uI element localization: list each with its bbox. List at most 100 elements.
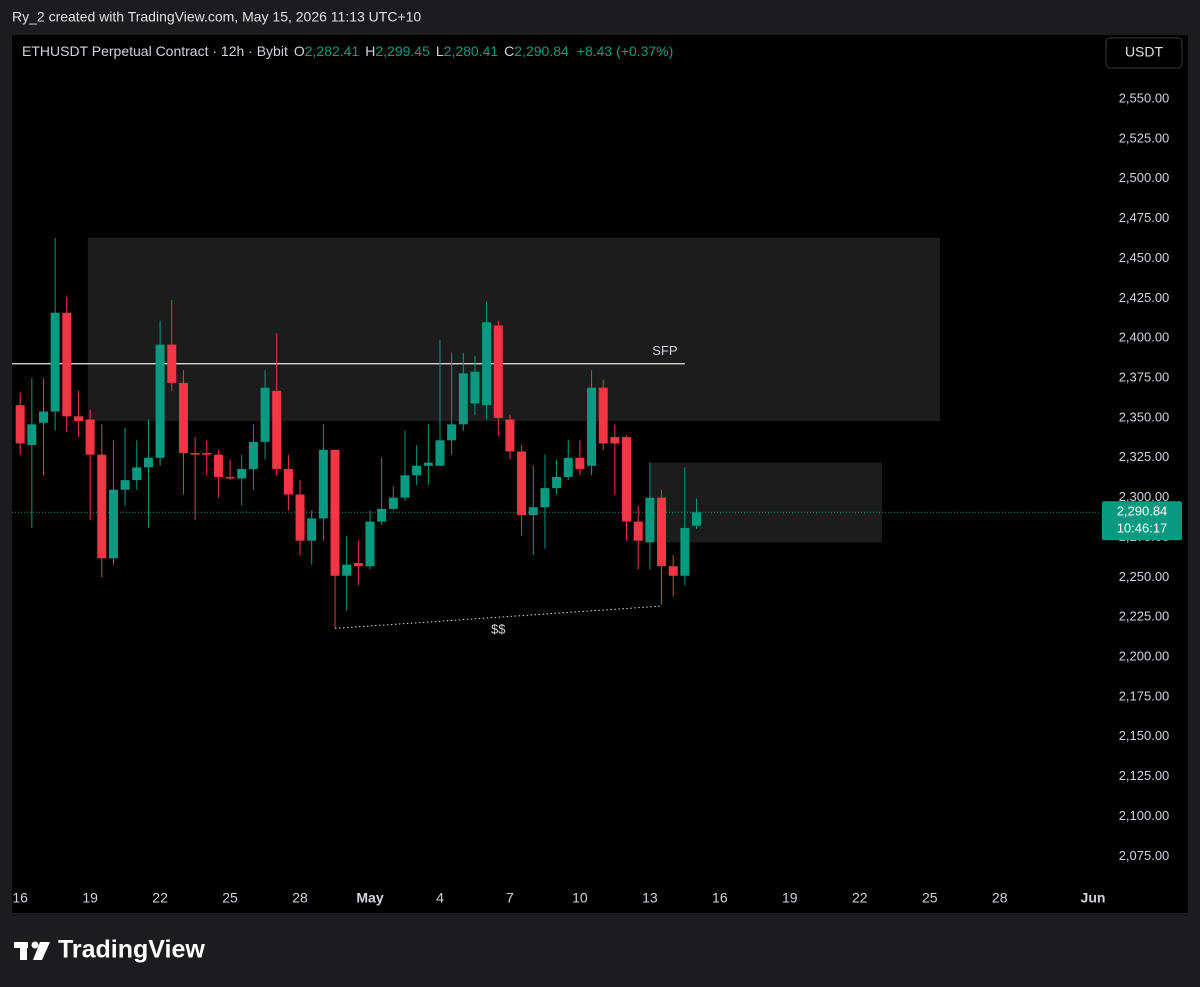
x-tick-label: 7 <box>506 890 514 906</box>
y-tick-label: 2,525.00 <box>1119 130 1170 145</box>
candle-body <box>73 416 83 422</box>
candle-body <box>563 457 573 477</box>
header-field: 2,280.41 <box>444 43 499 59</box>
y-tick-label: 2,500.00 <box>1119 170 1170 185</box>
candle-body <box>517 451 527 516</box>
x-tick-label: 19 <box>782 890 798 906</box>
candle-body <box>225 476 235 479</box>
x-tick-label: 4 <box>436 890 444 906</box>
last-price-label: 2,290.84 <box>1117 504 1168 519</box>
x-tick-label: May <box>356 890 383 906</box>
candle-body <box>622 437 632 522</box>
candle-body <box>505 419 515 452</box>
candle-body <box>365 521 375 567</box>
liquidity-label: $$ <box>491 622 506 637</box>
zone <box>87 237 941 422</box>
candle-body <box>108 489 118 559</box>
x-tick-label: 25 <box>922 890 938 906</box>
candle-body <box>668 566 678 576</box>
candle-body <box>458 373 468 425</box>
candle-body <box>598 387 608 444</box>
x-tick-label: 28 <box>292 890 308 906</box>
y-tick-label: 2,225.00 <box>1119 609 1170 624</box>
candle-body <box>435 440 445 466</box>
header-field: O <box>294 43 305 59</box>
credit: Ry_2 created with TradingView.com, May 1… <box>12 9 421 25</box>
liquidity-line <box>334 605 662 629</box>
candle-body <box>318 449 328 519</box>
last-price-tag <box>1102 501 1182 541</box>
candle-body <box>190 453 200 455</box>
x-tick-label: 19 <box>82 890 98 906</box>
candle-body <box>213 454 223 477</box>
candle-body <box>657 497 667 567</box>
candle-body <box>540 488 550 508</box>
candle-body <box>167 344 177 383</box>
candle-body <box>307 518 317 541</box>
x-tick-label: 16 <box>712 890 728 906</box>
header-field: 2,299.45 <box>375 43 430 59</box>
candle-body <box>155 344 165 458</box>
candle-body <box>283 468 293 495</box>
candle-body <box>645 497 655 543</box>
x-tick-label: 13 <box>642 890 658 906</box>
header-field: 2,290.84 <box>514 43 569 59</box>
candle-body <box>237 468 247 479</box>
candle-body <box>342 564 352 576</box>
x-tick-label: Jun <box>1081 890 1106 906</box>
candle-body <box>143 457 153 468</box>
header-field: C <box>504 43 514 59</box>
candle-body <box>85 419 95 455</box>
candle-body <box>295 494 305 541</box>
candle-body <box>412 465 422 476</box>
candle-body <box>692 512 702 526</box>
candle-body <box>470 371 480 404</box>
candle-body <box>97 454 107 559</box>
x-tick-label: 25 <box>222 890 238 906</box>
header-field: ETHUSDT Perpetual Contract · 12h · Bybit <box>22 43 288 59</box>
y-tick-label: 2,150.00 <box>1119 728 1170 743</box>
candle-body <box>610 437 620 444</box>
sfp-label: SFP <box>652 343 677 358</box>
candle-body <box>132 467 142 481</box>
candle-body <box>528 507 538 516</box>
y-tick-label: 2,350.00 <box>1119 409 1170 424</box>
candle-body <box>493 325 503 418</box>
candle-body <box>587 387 597 466</box>
candle-body <box>482 322 492 406</box>
header-field: 2,282.41 <box>305 43 360 59</box>
y-tick-label: 2,075.00 <box>1119 848 1170 863</box>
y-tick-label: 2,300.00 <box>1119 489 1170 504</box>
y-tick-label: 2,450.00 <box>1119 250 1170 265</box>
y-tick-label: 2,375.00 <box>1119 370 1170 385</box>
candle-body <box>423 462 433 466</box>
candle-body <box>62 312 72 417</box>
x-tick-label: 22 <box>852 890 868 906</box>
candle-body <box>377 508 387 522</box>
currency-button[interactable] <box>1105 37 1183 69</box>
header-field: L <box>436 43 444 59</box>
y-tick-label: 2,175.00 <box>1119 688 1170 703</box>
candle-body <box>272 390 282 469</box>
candle-body <box>552 476 562 489</box>
brand: TradingView <box>58 936 205 964</box>
candle-body <box>248 441 258 469</box>
candle-body <box>575 457 585 469</box>
countdown: 10:46:17 <box>1117 521 1168 536</box>
x-tick-label: 10 <box>572 890 588 906</box>
y-tick-label: 2,425.00 <box>1119 290 1170 305</box>
candle-body <box>260 387 270 442</box>
y-tick-label: 2,475.00 <box>1119 210 1170 225</box>
header: ETHUSDT Perpetual Contract · 12h · Bybit… <box>22 43 673 59</box>
candle-body <box>178 382 188 454</box>
candle-body <box>330 449 340 576</box>
candle-body <box>388 497 398 509</box>
x-tick-label: 16 <box>12 890 28 906</box>
header-field: +8.43 (+0.37%) <box>577 43 674 59</box>
candle-body <box>50 312 60 412</box>
candle-body <box>15 405 25 444</box>
x-tick-label: 28 <box>992 890 1008 906</box>
currency: USDT <box>1125 44 1164 60</box>
